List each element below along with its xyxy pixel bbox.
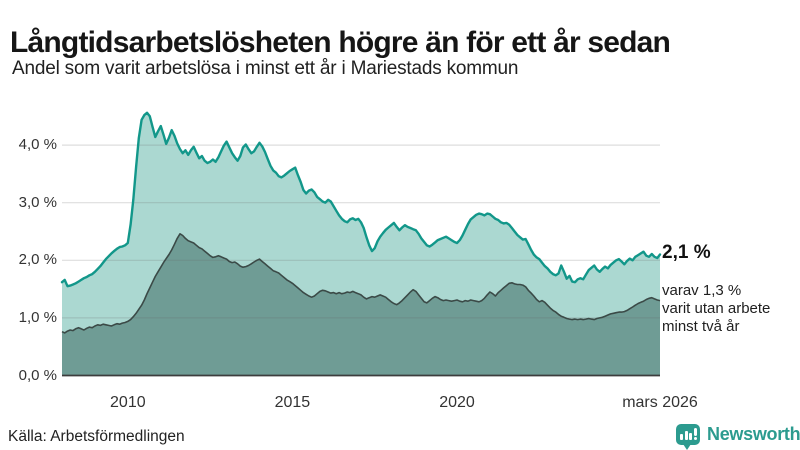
primary-series-line	[60, 111, 662, 288]
secondary-annotation-line3: minst två år	[662, 318, 740, 335]
page-title: Långtidsarbetslösheten högre än för ett …	[10, 26, 671, 60]
y-axis-tick-label: 4,0 %	[18, 136, 57, 154]
secondary-annotation-line1: varav 1,3 %	[662, 282, 742, 299]
secondary-series-annotation: varav 1,3 % varit utan arbete minst två …	[662, 282, 797, 336]
chart-subtitle: Andel som varit arbetslösa i minst ett å…	[12, 58, 519, 79]
brand-name: Newsworthy	[707, 424, 800, 444]
secondary-series-area	[62, 233, 660, 376]
source-note: Källa: Arbetsförmedlingen	[8, 428, 185, 445]
secondary-annotation-line2: varit utan arbete	[662, 300, 771, 317]
x-axis-tick-label: mars 2026	[622, 394, 698, 411]
y-axis-tick-label: 2,0 %	[18, 251, 57, 269]
newsworthy-speech-bubble-chart-icon	[676, 424, 700, 450]
latest-value-label: 2,1 %	[662, 242, 711, 263]
y-axis-tick-label: 0,0 %	[18, 366, 57, 384]
y-axis-tick-label: 3,0 %	[18, 193, 57, 211]
y-axis-tick-label: 1,0 %	[18, 308, 57, 326]
secondary-series-line	[61, 233, 661, 334]
x-axis-tick-label: 2010	[110, 394, 146, 411]
newsworthy-logo[interactable]: Newsworthy	[676, 424, 800, 450]
x-axis-tick-label: 2015	[274, 394, 311, 411]
x-axis-tick-label: 2020	[439, 394, 475, 411]
